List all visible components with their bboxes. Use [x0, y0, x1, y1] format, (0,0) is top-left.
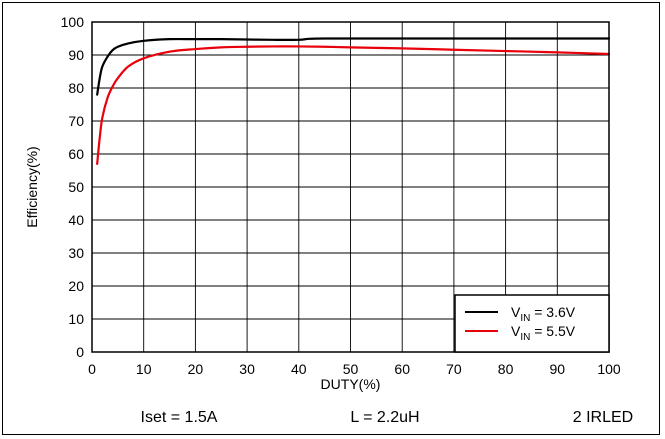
y-tick-label-60: 60 — [68, 146, 84, 162]
legend-label-vin-5v5: VIN = 5.5V — [511, 323, 576, 343]
x-tick-label-10: 10 — [136, 361, 152, 377]
legend: VIN = 3.6V VIN = 5.5V — [454, 294, 610, 353]
series-line-vin-5v5 — [96, 45, 611, 165]
y-tick-label-20: 20 — [68, 278, 84, 294]
y-tick-label-80: 80 — [68, 80, 84, 96]
y-tick-label-70: 70 — [68, 113, 84, 129]
legend-label-vin-5v5-rest: = 5.5V — [530, 323, 575, 339]
chart-frame — [2, 2, 660, 435]
x-tick-label-60: 60 — [394, 361, 410, 377]
y-tick-label-10: 10 — [68, 311, 84, 327]
plot-area-border — [91, 21, 610, 353]
legend-label-vin-3v6-sub: IN — [520, 313, 530, 324]
y-tick-label-0: 0 — [76, 344, 84, 360]
y-tick-label-100: 100 — [61, 14, 85, 30]
x-tick-label-100: 100 — [597, 361, 621, 377]
footer-iset: Iset = 1.5A — [141, 409, 218, 426]
legend-label-vin-3v6-rest: = 3.6V — [530, 304, 575, 320]
series-line-vin-3v6 — [96, 37, 611, 96]
x-tick-label-90: 90 — [550, 361, 566, 377]
y-tick-label-90: 90 — [68, 47, 84, 63]
y-tick-label-30: 30 — [68, 245, 84, 261]
footer-load: 2 IRLED — [573, 409, 633, 426]
x-tick-labels: 0 10 20 30 40 50 60 70 80 90 100 — [88, 361, 621, 377]
y-axis-label: Efficiency(%) — [24, 146, 40, 227]
y-tick-labels: 0 10 20 30 40 50 60 70 80 90 100 — [61, 14, 85, 360]
y-tick-label-50: 50 — [68, 179, 84, 195]
legend-label-vin-3v6: VIN = 3.6V — [511, 304, 576, 324]
series-layer — [96, 37, 611, 165]
legend-label-vin-3v6-v: V — [511, 304, 521, 320]
x-tick-label-50: 50 — [343, 361, 359, 377]
x-tick-label-70: 70 — [446, 361, 462, 377]
legend-label-vin-5v5-sub: IN — [520, 332, 530, 343]
x-tick-label-0: 0 — [88, 361, 96, 377]
x-tick-label-30: 30 — [239, 361, 255, 377]
x-tick-label-80: 80 — [498, 361, 514, 377]
legend-box — [454, 294, 610, 353]
x-tick-label-40: 40 — [291, 361, 307, 377]
legend-label-vin-5v5-v: V — [511, 323, 521, 339]
footer-inductor: L = 2.2uH — [350, 409, 419, 426]
x-tick-label-20: 20 — [188, 361, 204, 377]
y-tick-label-40: 40 — [68, 212, 84, 228]
x-axis-label: DUTY(%) — [321, 376, 381, 392]
